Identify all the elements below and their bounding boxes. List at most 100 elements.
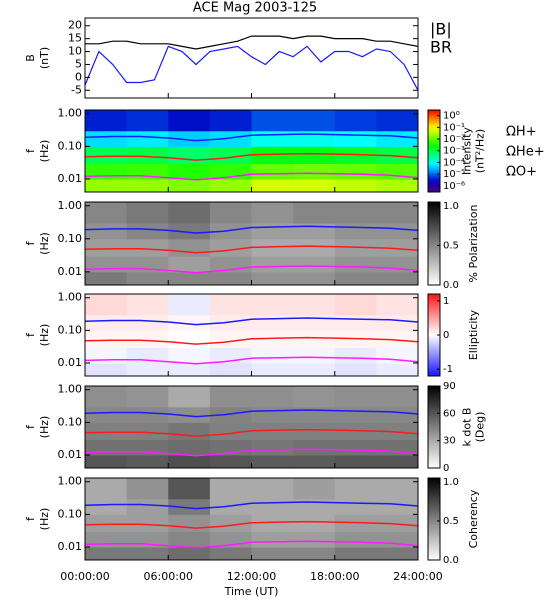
heatmap-cell (251, 531, 294, 548)
y-axis-label: (Hz) (38, 232, 51, 255)
heatmap-cell (376, 478, 418, 500)
x-tick-label: 06:00:00 (144, 570, 193, 583)
x-tick-label: 18:00:00 (310, 570, 359, 583)
heatmap-cell (168, 498, 211, 515)
heatmap-cell (293, 314, 336, 331)
heatmap-cell (334, 455, 377, 468)
heatmap-cell (209, 363, 252, 376)
colorbar-tick-label: 10⁻⁶ (443, 181, 465, 192)
colorbar-label: Coherency (467, 489, 480, 548)
heatmap-cell (376, 314, 418, 331)
y-tick-label: 1.00 (58, 475, 83, 488)
heatmap-cell (85, 271, 128, 285)
series-line (85, 428, 418, 437)
heatmap-cell (376, 238, 418, 257)
series-line (85, 35, 418, 50)
x-tick-label: 00:00:00 (60, 570, 109, 583)
heatmap-cell (85, 330, 128, 348)
plot-frame (84, 17, 419, 99)
heatmap-cell (251, 478, 294, 500)
heatmap-cell (85, 163, 128, 180)
heatmap-cell (251, 110, 294, 132)
heatmap-cell (376, 130, 418, 147)
heatmap-cell (209, 238, 252, 257)
heatmap-cell (293, 238, 336, 257)
heatmap-cell (209, 202, 252, 224)
heatmap-cell (251, 547, 294, 560)
colorbar-tick-label: 1.0 (443, 201, 459, 212)
colorbar-label: (Deg) (474, 412, 487, 443)
colorbar-tick-label: 10⁻¹ (443, 122, 465, 133)
heatmap-cell (168, 314, 211, 331)
y-tick-label: 0.01 (58, 265, 83, 278)
series-line (85, 448, 418, 457)
heatmap-cell (334, 130, 377, 147)
heatmap-cell (376, 363, 418, 376)
heatmap-cell (168, 455, 211, 468)
heatmap-cell (293, 294, 336, 316)
heatmap-cell (376, 455, 418, 468)
y-axis-label: (Hz) (38, 508, 51, 531)
colorbar-tick-label: 10⁰ (443, 111, 460, 122)
heatmap-cell (168, 130, 211, 147)
y-tick-label: 0.01 (58, 540, 83, 553)
heatmap-cell (293, 179, 336, 192)
heatmap-cell (85, 386, 128, 408)
heatmap-cell (334, 547, 377, 560)
y-tick-label: 0.10 (58, 139, 83, 152)
y-axis-label: (Hz) (38, 416, 51, 439)
series-line (85, 336, 418, 345)
heatmap-cell (126, 110, 169, 132)
plot-area (85, 386, 418, 468)
y-axis-label: B (24, 54, 37, 62)
legend-entry: ΩHe+ (506, 145, 545, 160)
heatmap-cell (126, 294, 169, 316)
y-tick-label: 0.01 (58, 356, 83, 369)
heatmap-cell (85, 363, 128, 376)
y-tick-label: 1.00 (58, 383, 83, 396)
heatmap-cell (293, 130, 336, 147)
heatmap-cell (376, 422, 418, 440)
heatmap-cell (85, 455, 128, 468)
plot-area (85, 294, 418, 376)
heatmap-cell (168, 294, 211, 316)
colorbar-tick-label: 10⁻² (443, 134, 465, 145)
y-axis-label: (nT) (38, 47, 51, 69)
heatmap-cell (85, 202, 128, 224)
heatmap-cell (251, 146, 294, 164)
series-line (85, 265, 418, 274)
heatmap-cell (251, 271, 294, 285)
colorbar (427, 385, 441, 469)
heatmap-cell (376, 514, 418, 532)
heatmap-cell (251, 406, 294, 423)
series-line (85, 317, 418, 326)
heatmap-cell (168, 422, 211, 440)
heatmap-cell (251, 439, 294, 456)
heatmap-cell (251, 455, 294, 468)
chart-title: ACE Mag 2003-125 (193, 1, 317, 16)
heatmap-cell (293, 110, 336, 132)
heatmap-cell (126, 146, 169, 164)
series-line (85, 152, 418, 161)
heatmap-cell (126, 271, 169, 285)
heatmap-cell (251, 202, 294, 224)
heatmap-cell (126, 422, 169, 440)
series-line (85, 501, 418, 510)
heatmap-cell (209, 547, 252, 560)
y-tick-label: 10 (68, 45, 82, 58)
heatmap-cell (209, 386, 252, 408)
heatmap-cell (168, 478, 211, 500)
heatmap-cell (209, 478, 252, 500)
colorbar-tick-label: 90 (443, 381, 456, 392)
heatmap-cell (334, 179, 377, 192)
series-line (85, 133, 418, 142)
heatmap-cell (334, 439, 377, 456)
heatmap-cell (293, 547, 336, 560)
heatmap-cell (334, 363, 377, 376)
heatmap-cell (126, 363, 169, 376)
heatmap-cell (126, 406, 169, 423)
colorbar-tick-label: 10⁻³ (443, 146, 465, 157)
heatmap-cell (126, 455, 169, 468)
y-tick-label: 0 (75, 70, 82, 83)
heatmap-cell (293, 455, 336, 468)
